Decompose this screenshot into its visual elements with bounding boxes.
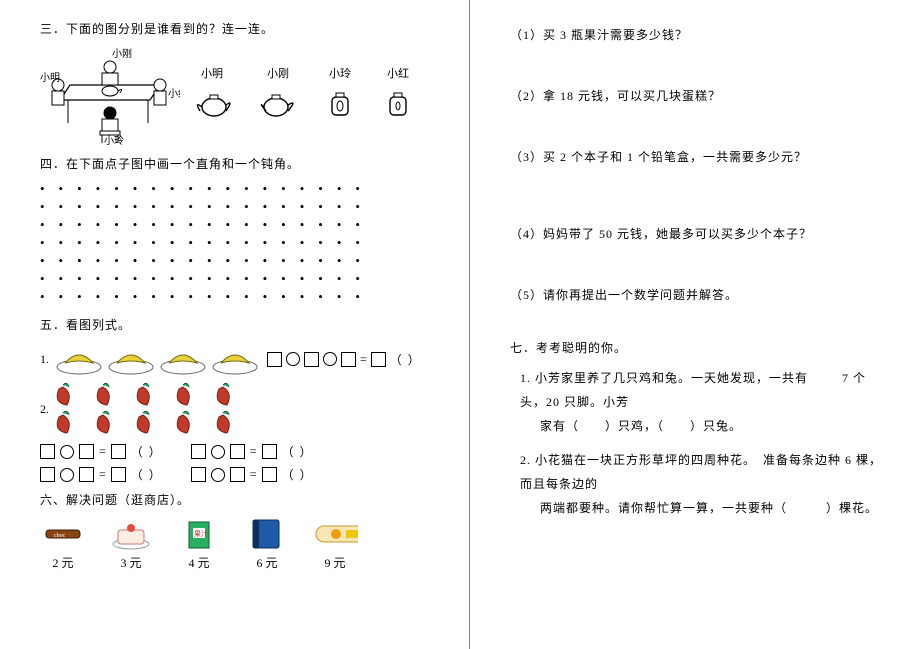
sub-q4: （4）妈妈带了 50 元钱，她最多可以买多少个本子？ (510, 225, 890, 242)
price-label: 6 元 (244, 554, 290, 571)
teapot-views: 小明 小刚 (190, 65, 416, 125)
q5-1-label: 1. (40, 352, 49, 367)
price-label: 2 元 (40, 554, 86, 571)
q5-1-row: 1. (40, 341, 439, 377)
q7-1b: 家有（ ）只鸡，（ ）只兔。 (540, 419, 742, 433)
q4-title: 四．在下面点子图中画一个直角和一个钝角。 (40, 155, 439, 172)
shop-item-notebook: 6 元 (244, 516, 290, 571)
dot-row: •••••••••••••••••• (40, 180, 439, 198)
paren: （ ） (390, 351, 420, 368)
q7-2a: 2. 小花猫在一块正方形草坪的四周种花。 准备每条边种 6 棵，而且每条边的 (520, 453, 882, 491)
equals: = (360, 352, 367, 367)
q6-title: 六、解决问题（逛商店）。 (40, 491, 439, 508)
price-label: 9 元 (312, 554, 358, 571)
table-scene: 小刚 小明 小红 小玲 (40, 45, 180, 145)
sub-q5: （5）请你再提出一个数学问题并解答。 (510, 286, 890, 303)
view-4: 小红 (380, 65, 416, 125)
view-2: 小刚 (256, 65, 300, 125)
svg-text:果汁: 果汁 (194, 529, 208, 538)
dot-row: •••••••••••••••••• (40, 270, 439, 288)
dot-row: •••••••••••••••••• (40, 288, 439, 306)
label-ling: 小玲 (104, 135, 124, 145)
shop-item-pencilbox: 9 元 (312, 516, 358, 571)
q7-2b: 两端都要种。请你帮忙算一算，一共要种（ ）棵花。 (540, 501, 878, 515)
view-label: 小刚 (256, 65, 300, 81)
dot-row: •••••••••••••••••• (40, 252, 439, 270)
label-hong: 小红 (168, 87, 180, 100)
svg-text:choc: choc (54, 533, 66, 539)
view-1: 小明 (190, 65, 234, 125)
teapot-icon (322, 81, 358, 121)
sub-q2: （2）拿 18 元钱，可以买几块蛋糕？ (510, 87, 890, 104)
right-column: （1）买 3 瓶果汁需要多少钱？ （2）拿 18 元钱，可以买几块蛋糕？ （3）… (470, 0, 920, 649)
q7-2: 2. 小花猫在一块正方形草坪的四周种花。 准备每条边种 6 棵，而且每条边的 两… (520, 448, 890, 520)
blank-box (341, 352, 356, 367)
price-label: 4 元 (176, 554, 222, 571)
dot-row: •••••••••••••••••• (40, 216, 439, 234)
q7-title: 七．考考聪明的你。 (510, 339, 890, 356)
teapot-icon (190, 81, 234, 121)
q7-1a: 1. 小芳家里养了几只鸡和兔。一天她发现，一共有 (520, 371, 808, 385)
shop-item-candy: choc 2 元 (40, 516, 86, 571)
shop-item-cake: 3 元 (108, 516, 154, 571)
blank-box (371, 352, 386, 367)
teapot-icon (380, 81, 416, 121)
blank-box (267, 352, 282, 367)
shop-row: choc 2 元 3 元 果汁 4 元 6 元 9 元 (40, 516, 439, 571)
worksheet-page: 三．下面的图分别是谁看到的？连一连。 (0, 0, 920, 649)
q5-title: 五．看图列式。 (40, 316, 439, 333)
dot-grid: •••••••••••••••••• •••••••••••••••••• ••… (40, 180, 439, 306)
price-label: 3 元 (108, 554, 154, 571)
eq-line-2: =（ ） =（ ） (40, 466, 439, 483)
label-gang: 小刚 (112, 48, 132, 60)
blank-circle (286, 352, 300, 366)
q7-1: 1. 小芳家里养了几只鸡和兔。一天她发现，一共有 7 个头，20 只脚。小芳 家… (520, 366, 890, 438)
q5-2-label: 2. (40, 402, 49, 417)
label-ming: 小明 (40, 72, 60, 84)
view-label: 小玲 (322, 65, 358, 81)
dot-row: •••••••••••••••••• (40, 234, 439, 252)
banana-plates-icon (53, 341, 263, 377)
left-column: 三．下面的图分别是谁看到的？连一连。 (0, 0, 470, 649)
q5-2-block: 2. =（ ） (40, 381, 439, 483)
view-label: 小红 (380, 65, 416, 81)
sub-q1: （1）买 3 瓶果汁需要多少钱？ (510, 26, 890, 43)
sub-q3: （3）买 2 个本子和 1 个铅笔盒，一共需要多少元？ (510, 148, 890, 165)
blank-box (304, 352, 319, 367)
q3-illustration-row: 小刚 小明 小红 小玲 小明 小刚 (40, 45, 439, 145)
dot-row: •••••••••••••••••• (40, 198, 439, 216)
chili-grid-icon (53, 381, 263, 437)
shop-item-juice: 果汁 4 元 (176, 516, 222, 571)
view-3: 小玲 (322, 65, 358, 125)
q3-title: 三．下面的图分别是谁看到的？连一连。 (40, 20, 439, 37)
eq-line-1: =（ ） =（ ） (40, 443, 439, 460)
teapot-icon (256, 81, 300, 121)
blank-circle (323, 352, 337, 366)
view-label: 小明 (190, 65, 234, 81)
